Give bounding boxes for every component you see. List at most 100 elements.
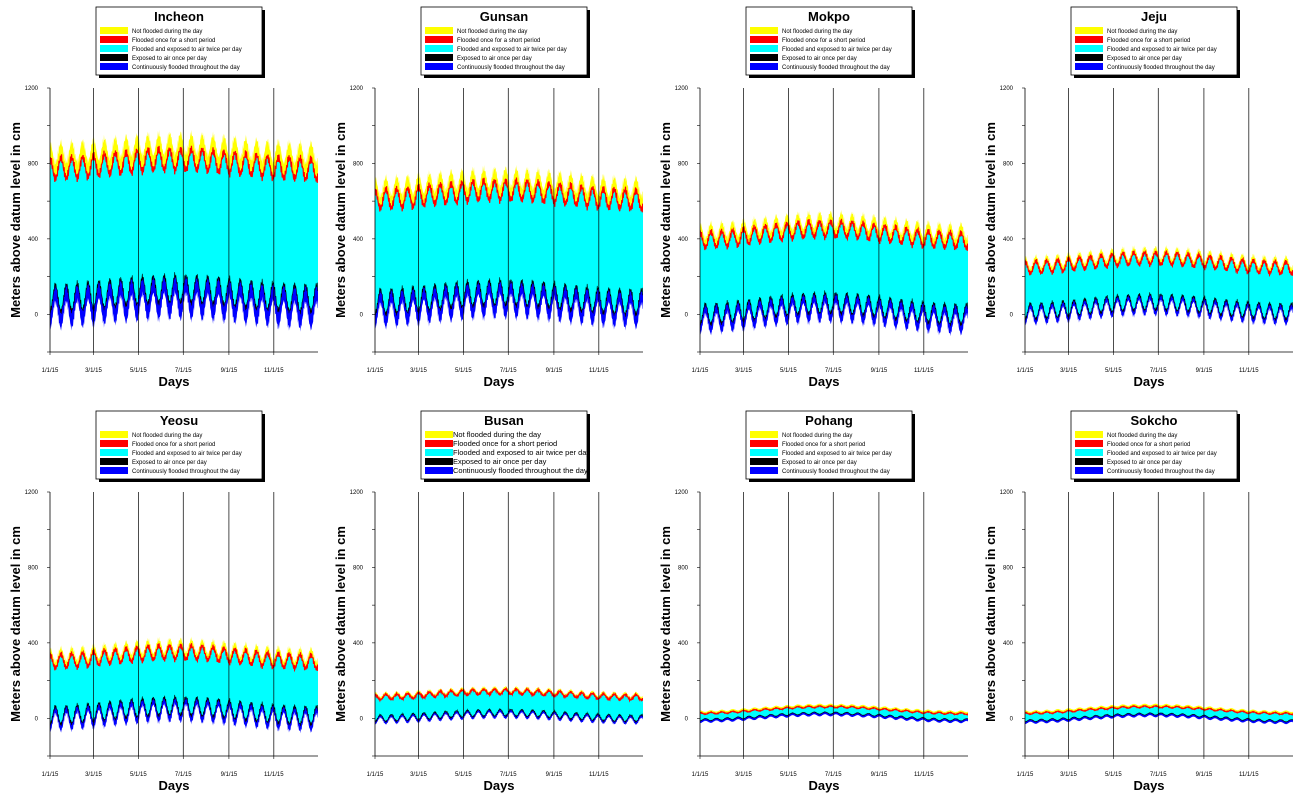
legend-swatch bbox=[425, 467, 453, 474]
x-tick-label: 7/1/15 bbox=[1150, 368, 1167, 374]
y-tick-label: 400 bbox=[353, 641, 364, 647]
x-tick-label: 1/1/15 bbox=[692, 772, 709, 778]
y-tick-label: 400 bbox=[28, 641, 39, 647]
legend-swatch bbox=[1075, 54, 1103, 61]
x-tick-label: 3/1/15 bbox=[1060, 772, 1077, 778]
legend-swatch bbox=[100, 440, 128, 447]
x-tick-label: 7/1/15 bbox=[825, 368, 842, 374]
legend-label: Continuously flooded throughout the day bbox=[132, 65, 240, 71]
legend-label: Continuously flooded throughout the day bbox=[782, 65, 890, 71]
y-axis-title: Meters above datum level in cm bbox=[658, 122, 673, 318]
y-tick-label: 800 bbox=[678, 565, 689, 571]
legend-swatch bbox=[100, 63, 128, 70]
band-not-flooded bbox=[375, 164, 643, 213]
legend-label: Exposed to air once per day bbox=[132, 56, 207, 62]
x-tick-label: 11/1/15 bbox=[264, 772, 284, 778]
legend-swatch bbox=[425, 440, 453, 447]
chart-title: Yeosu bbox=[160, 413, 198, 428]
x-tick-label: 3/1/15 bbox=[85, 772, 102, 778]
y-axis-title: Meters above datum level in cm bbox=[8, 526, 23, 722]
x-tick-label: 1/1/15 bbox=[367, 368, 384, 374]
legend-label: Flooded once for a short period bbox=[1107, 442, 1190, 448]
x-tick-label: 9/1/15 bbox=[221, 368, 238, 374]
x-tick-label: 11/1/15 bbox=[914, 368, 934, 374]
y-tick-label: 1200 bbox=[1000, 86, 1014, 92]
x-tick-label: 5/1/15 bbox=[1105, 772, 1122, 778]
legend-swatch bbox=[425, 63, 453, 70]
y-axis-title: Meters above datum level in cm bbox=[983, 122, 998, 318]
x-tick-label: 9/1/15 bbox=[221, 772, 238, 778]
x-tick-label: 11/1/15 bbox=[264, 368, 284, 374]
band-exposed-once bbox=[1025, 712, 1293, 723]
y-tick-label: 400 bbox=[678, 237, 689, 243]
x-axis-title: Days bbox=[1133, 374, 1164, 389]
x-tick-label: 3/1/15 bbox=[85, 368, 102, 374]
legend-label: Continuously flooded throughout the day bbox=[1107, 65, 1215, 71]
band-flooded-exposed-twice bbox=[375, 177, 643, 317]
legend-swatch bbox=[750, 440, 778, 447]
x-tick-label: 9/1/15 bbox=[871, 772, 888, 778]
x-tick-label: 3/1/15 bbox=[410, 368, 427, 374]
chart-title: Pohang bbox=[805, 413, 853, 428]
x-tick-label: 5/1/15 bbox=[455, 772, 472, 778]
x-tick-label: 11/1/15 bbox=[1239, 368, 1259, 374]
legend-swatch bbox=[100, 27, 128, 34]
legend-label: Continuously flooded throughout the day bbox=[457, 65, 565, 71]
legend-swatch bbox=[100, 36, 128, 43]
y-tick-label: 1200 bbox=[350, 490, 364, 496]
x-tick-label: 5/1/15 bbox=[780, 368, 797, 374]
legend-label: Flooded and exposed to air twice per day bbox=[132, 451, 242, 457]
y-tick-label: 0 bbox=[35, 716, 39, 722]
band-flooded-short bbox=[1025, 249, 1293, 278]
band-flooded-exposed-twice bbox=[375, 688, 643, 723]
band-exposed-once bbox=[50, 272, 318, 315]
y-axis-title: Meters above datum level in cm bbox=[333, 122, 348, 318]
legend-swatch bbox=[425, 431, 453, 438]
band-continuously-flooded bbox=[1025, 712, 1293, 725]
x-tick-label: 9/1/15 bbox=[546, 772, 563, 778]
legend-label: Flooded once for a short period bbox=[132, 38, 215, 44]
legend-swatch bbox=[1075, 458, 1103, 465]
band-flooded-exposed-twice bbox=[50, 643, 318, 727]
legend-label: Flooded and exposed to air twice per day bbox=[782, 47, 892, 53]
band-exposed-once bbox=[700, 711, 968, 722]
band-exposed-once bbox=[375, 277, 643, 317]
legend-label: Not flooded during the day bbox=[782, 29, 852, 35]
x-axis-title: Days bbox=[483, 374, 514, 389]
band-flooded-exposed-twice bbox=[1025, 250, 1293, 321]
band-continuously-flooded bbox=[50, 272, 318, 332]
x-tick-label: 3/1/15 bbox=[410, 772, 427, 778]
band-not-flooded bbox=[50, 129, 318, 183]
legend-label: Exposed to air once per day bbox=[457, 56, 532, 62]
y-tick-label: 1200 bbox=[675, 86, 689, 92]
band-exposed-once bbox=[375, 707, 643, 724]
y-tick-label: 800 bbox=[28, 161, 39, 167]
legend-swatch bbox=[100, 449, 128, 456]
legend-label: Exposed to air once per day bbox=[453, 457, 547, 466]
y-tick-label: 800 bbox=[678, 161, 689, 167]
legend-label: Flooded and exposed to air twice per day bbox=[132, 47, 242, 53]
legend-swatch bbox=[1075, 27, 1103, 34]
y-tick-label: 400 bbox=[1003, 237, 1014, 243]
band-continuously-flooded bbox=[375, 277, 643, 331]
x-tick-label: 9/1/15 bbox=[1196, 772, 1213, 778]
legend-swatch bbox=[1075, 431, 1103, 438]
chart-title: Mokpo bbox=[808, 9, 850, 24]
chart-title: Incheon bbox=[154, 9, 204, 24]
legend-label: Flooded once for a short period bbox=[782, 442, 865, 448]
y-tick-label: 400 bbox=[1003, 641, 1014, 647]
legend-label: Continuously flooded throughout the day bbox=[1107, 469, 1215, 475]
legend-swatch bbox=[1075, 45, 1103, 52]
y-tick-label: 800 bbox=[28, 565, 39, 571]
band-not-flooded bbox=[1025, 245, 1293, 276]
chart-panel-yeosu: 1200 800 400 0 1/1/15 3/1/15 5/1/15 7/1/15 9/1/1… bbox=[8, 410, 318, 793]
x-tick-label: 1/1/15 bbox=[42, 772, 59, 778]
band-exposed-once bbox=[700, 290, 968, 327]
y-tick-label: 1200 bbox=[1000, 490, 1014, 496]
x-tick-label: 7/1/15 bbox=[825, 772, 842, 778]
legend-swatch bbox=[425, 449, 453, 456]
x-axis-title: Days bbox=[808, 778, 839, 793]
x-tick-label: 1/1/15 bbox=[1017, 772, 1034, 778]
chart-title: Gunsan bbox=[480, 9, 528, 24]
